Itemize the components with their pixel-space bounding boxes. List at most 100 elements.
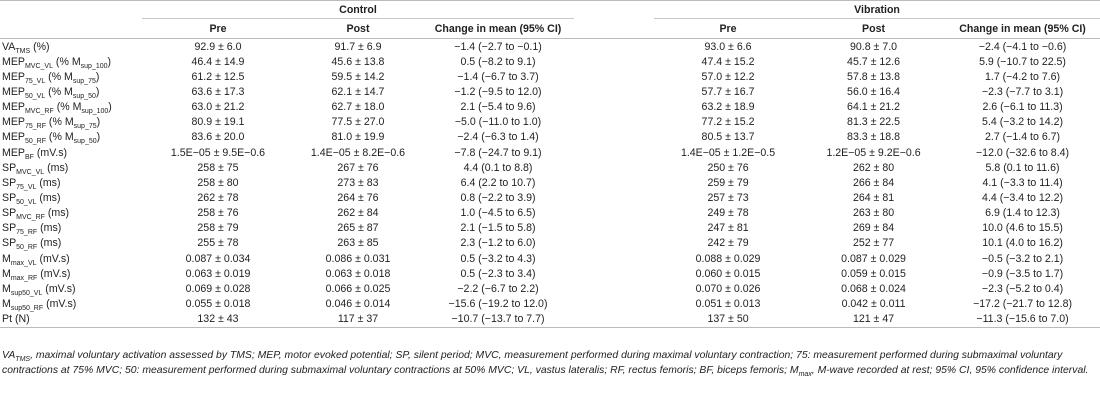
- cell-gap: [574, 281, 654, 296]
- row-label-unit: (ms): [44, 207, 70, 220]
- corner-cell: [0, 0, 142, 19]
- cell-gap: [574, 236, 654, 251]
- cell-c-change: −5.0 (−11.0 to 1.0): [454, 116, 542, 129]
- table-row: SP75_RF (ms) 258 ± 79 265 ± 87 2.1 (−1.5 to…: [0, 221, 1100, 236]
- row-label-main: SP: [2, 191, 17, 204]
- row-label-main: MEP: [2, 101, 25, 114]
- cell-v-pre: 0.088 ± 0.029: [695, 252, 761, 265]
- cell-c-post: 263 ± 85: [337, 237, 379, 250]
- cell-c-pre: 262 ± 78: [197, 191, 239, 204]
- cell-c-pre: 46.4 ± 14.9: [191, 55, 245, 68]
- row-label: SP75_RF (ms): [0, 221, 142, 236]
- row-label: SP50_RF (ms): [0, 236, 142, 251]
- col-header-control-post: Post: [294, 18, 422, 39]
- cell-v-change: −17.2 (−21.7 to 12.8): [973, 297, 1073, 310]
- row-label-sub: TMS: [15, 47, 31, 55]
- col-header-vibration-change: Change in mean (95% CI): [945, 18, 1100, 39]
- cell-c-pre: 0.055 ± 0.018: [185, 297, 251, 310]
- cell-c-change: 2.1 (−5.4 to 9.6): [460, 101, 536, 114]
- row-label-main: SP: [2, 207, 17, 220]
- row-label-main: M: [2, 297, 11, 310]
- cell-c-post: 0.066 ± 0.025: [325, 282, 391, 295]
- row-label: MEPMVC_VL (% Msup_100): [0, 54, 142, 70]
- cell-gap: [574, 175, 654, 190]
- cell-v-pre: 0.051 ± 0.013: [695, 297, 761, 310]
- row-label-sub: MVC_VL: [24, 62, 53, 70]
- cell-v-pre: 57.0 ± 12.2: [701, 70, 755, 83]
- cell-v-pre: 1.4E−05 ± 1.2E−0.5: [680, 146, 776, 159]
- table-row: SPMVC_VL (ms) 258 ± 75 267 ± 76 4.4 (0.1 to…: [0, 160, 1100, 176]
- table-row: MEPBF (mV.s) 1.5E−05 ± 9.5E−0.6 1.4E−05 ± …: [0, 145, 1100, 161]
- row-label-sub: 50_VL: [24, 93, 46, 101]
- row-label-unit: (N): [12, 313, 30, 326]
- col-header-control-pre: Pre: [142, 18, 294, 39]
- cell-gap: [574, 160, 654, 175]
- row-label-main: VA: [2, 40, 16, 53]
- cell-v-post: 263 ± 80: [852, 207, 895, 220]
- cell-c-change: 0.8 (−2.2 to 3.9): [460, 191, 536, 204]
- row-label-header: [0, 18, 142, 39]
- cell-c-pre: 132 ± 43: [142, 311, 294, 328]
- row-label-main: MEP: [2, 131, 25, 144]
- row-label-unit: (mV.s): [33, 146, 68, 159]
- row-label-main: MEP: [2, 146, 25, 159]
- col-header-gap: [574, 18, 655, 39]
- group-header-control: Control: [142, 0, 575, 19]
- row-label-unit: (% M: [45, 85, 73, 98]
- cell-v-post: 45.7 ± 12.6: [847, 55, 900, 68]
- cell-v-post: 266 ± 84: [852, 176, 895, 189]
- cell-v-post: 264 ± 81: [852, 191, 895, 204]
- cell-v-change: 4.4 (−3.4 to 12.2): [982, 191, 1064, 204]
- cell-c-pre: 92.9 ± 6.0: [194, 40, 242, 53]
- row-label: Mmax_VL (mV.s): [0, 251, 142, 267]
- cell-v-post: 262 ± 80: [852, 161, 895, 174]
- cell-c-change: 4.4 (0.1 to 8.8): [463, 161, 533, 174]
- cell-v-change: 5.9 (−10.7 to 22.5): [979, 55, 1066, 68]
- row-label: MEPMVC_RF (% Msup_100): [0, 100, 142, 115]
- row-label-main: SP: [2, 222, 17, 235]
- table-row: Pt (N) 132 ± 43 117 ± 37 −10.7 (−13.7 to 7.…: [0, 311, 1100, 328]
- cell-c-change: 2.1 (−1.5 to 5.8): [460, 222, 536, 235]
- cell-c-change: −15.6 (−19.2 to 12.0): [448, 297, 548, 310]
- cell-v-post: 57.8 ± 13.8: [847, 70, 900, 83]
- cell-gap: [574, 206, 654, 221]
- cell-v-pre: 80.5 ± 13.7: [701, 131, 755, 144]
- cell-c-post: 273 ± 83: [337, 176, 379, 189]
- row-label: Msup50_VL (mV.s): [0, 281, 142, 297]
- row-label-unit: (% M: [45, 116, 74, 129]
- cell-c-pre: 61.2 ± 12.5: [191, 70, 245, 83]
- cell-c-post: 0.046 ± 0.014: [325, 297, 391, 310]
- row-label: MEP50_VL (% Msup_50): [0, 84, 142, 101]
- cell-gap: [574, 190, 654, 205]
- row-label-unit: (mV.s): [37, 267, 71, 280]
- cell-v-change: 1.7 (−4.2 to 7.6): [984, 70, 1061, 83]
- cell-c-post: 81.0 ± 19.9: [331, 131, 385, 144]
- cell-v-pre: 259 ± 79: [707, 176, 749, 189]
- cell-c-pre: 255 ± 78: [197, 237, 239, 250]
- row-label: SP75_VL (ms): [0, 175, 142, 191]
- row-label-main: MEP: [2, 55, 25, 68]
- table-row: MEP50_VL (% Msup_50) 63.6 ± 17.3 62.1 ± 14…: [0, 84, 1100, 101]
- row-label-unit: (% M: [53, 101, 82, 114]
- cell-c-post: 62.7 ± 18.0: [331, 101, 385, 114]
- footnote-text-1: , maximal voluntary activation assessed …: [2, 350, 1063, 376]
- row-label: Pt (N): [0, 311, 142, 328]
- cell-gap: [574, 54, 654, 69]
- cell-gap: [574, 100, 654, 115]
- cell-gap: [574, 266, 654, 281]
- table-row: SP75_VL (ms) 258 ± 80 273 ± 83 6.4 (2.2 to …: [0, 175, 1100, 191]
- cell-v-post: 1.2E−05 ± 9.2E−0.6: [826, 146, 921, 159]
- row-label-unit: (mV.s): [36, 252, 70, 265]
- group-gap: [574, 0, 655, 19]
- table-row: MEP75_VL (% Msup_75) 61.2 ± 12.5 59.5 ± 14…: [0, 69, 1100, 85]
- row-label-main: MEP: [2, 70, 25, 83]
- cell-c-post: 0.063 ± 0.018: [325, 267, 391, 280]
- cell-v-post: 83.3 ± 18.8: [847, 131, 900, 144]
- cell-v-change: −12.0 (−32.6 to 8.4): [976, 146, 1070, 159]
- row-label-unit: (% M: [52, 55, 81, 68]
- cell-gap: [574, 84, 654, 99]
- table-row: MEPMVC_RF (% Msup_100) 63.0 ± 21.2 62.7 ± …: [0, 100, 1100, 115]
- cell-c-pre: 258 ± 80: [197, 176, 239, 189]
- row-label-sub: 50_RF: [16, 244, 38, 252]
- cell-v-pre: 47.4 ± 15.2: [701, 55, 755, 68]
